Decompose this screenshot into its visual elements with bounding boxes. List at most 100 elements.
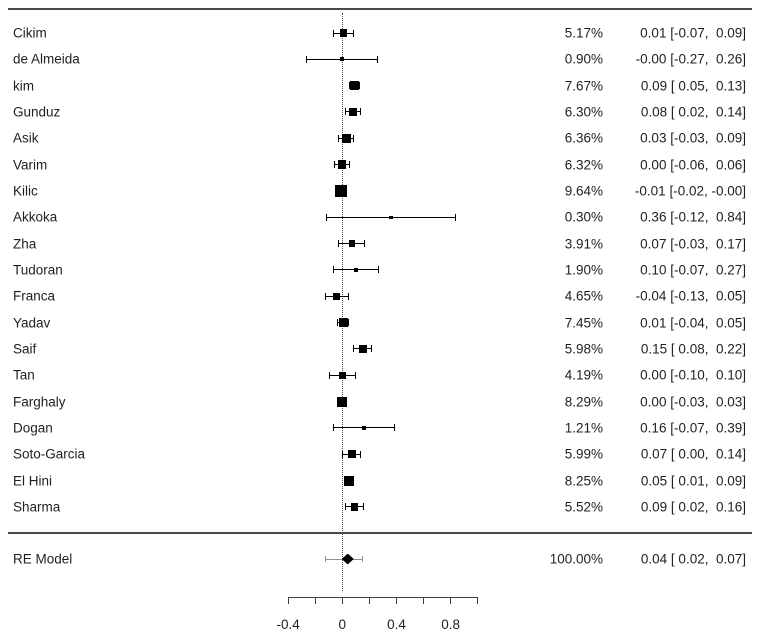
study-label: Asik — [13, 130, 39, 146]
ci-cap-right — [353, 134, 355, 142]
estimate-square — [350, 503, 359, 511]
weight-value: 6.30% — [564, 104, 603, 120]
top-rule — [8, 8, 752, 10]
study-label: Gunduz — [13, 104, 61, 120]
ci-cap-right — [348, 319, 350, 327]
estimate-annotation: 0.01 [-0.04, 0.05] — [640, 314, 746, 330]
weight-value: 4.65% — [564, 288, 603, 304]
study-label: Tudoran — [13, 262, 63, 278]
summary-diamond — [341, 553, 354, 565]
weight-value: 8.25% — [564, 472, 603, 488]
ci-cap-right — [348, 292, 350, 300]
estimate-annotation: -0.00 [-0.27, 0.26] — [635, 51, 746, 67]
estimate-square — [338, 317, 349, 328]
estimate-square — [339, 29, 348, 37]
x-axis-tick-label: 0.4 — [387, 617, 406, 632]
weight-value: 5.52% — [564, 499, 603, 515]
estimate-square — [338, 160, 347, 169]
weight-value: 5.98% — [564, 341, 603, 357]
summary-estimate-annotation: 0.04 [ 0.02, 0.07] — [640, 551, 746, 567]
prediction-interval-cap-right — [361, 556, 363, 562]
estimate-annotation: 0.10 [-0.07, 0.27] — [640, 262, 746, 278]
ci-cap-left — [353, 345, 355, 353]
estimate-square — [349, 80, 360, 91]
summary-separator-rule — [8, 532, 752, 534]
ci-cap-right — [376, 55, 378, 63]
ci-cap-right — [360, 108, 362, 116]
summary-label: RE Model — [13, 551, 73, 567]
x-axis-line — [288, 597, 478, 598]
x-axis-tick — [396, 597, 397, 604]
ci-cap-left — [332, 266, 334, 274]
estimate-square — [339, 372, 346, 379]
estimate-square — [335, 185, 347, 197]
weight-value: 0.30% — [564, 209, 603, 225]
estimate-annotation: 0.08 [ 0.02, 0.14] — [640, 104, 746, 120]
zero-reference-line — [341, 13, 343, 591]
estimate-annotation: -0.04 [-0.13, 0.05] — [635, 288, 746, 304]
study-label: kim — [13, 77, 34, 93]
study-label: Akkoka — [13, 209, 58, 225]
ci-cap-left — [338, 134, 340, 142]
estimate-annotation: 0.07 [-0.03, 0.17] — [640, 235, 746, 251]
estimate-annotation: 0.00 [-0.03, 0.03] — [640, 393, 746, 409]
estimate-annotation: 0.09 [ 0.02, 0.16] — [640, 499, 746, 515]
x-axis-tick — [314, 597, 316, 604]
weight-value: 5.99% — [564, 446, 603, 462]
study-label: Sharma — [13, 499, 61, 515]
estimate-square — [348, 107, 358, 117]
study-label: Zha — [13, 235, 37, 251]
x-axis-tick — [477, 597, 479, 604]
study-label: El Hini — [13, 472, 53, 488]
x-axis-tick-label: -0.4 — [276, 617, 300, 632]
x-axis-tick-label: 0.8 — [441, 617, 461, 632]
ci-cap-left — [345, 503, 346, 511]
x-axis-tick — [287, 597, 289, 604]
estimate-annotation: 0.36 [-0.12, 0.84] — [640, 209, 746, 225]
weight-value: 4.19% — [564, 367, 603, 383]
ci-cap-left — [342, 450, 344, 458]
weight-value: 9.64% — [564, 183, 603, 199]
ci-cap-right — [360, 450, 362, 458]
ci-cap-left — [334, 161, 336, 169]
study-label: Saif — [13, 341, 37, 357]
ci-cap-left — [324, 292, 326, 300]
ci-cap-left — [345, 108, 346, 116]
ci-cap-left — [338, 240, 340, 248]
weight-value: 7.45% — [564, 314, 603, 330]
study-label: Franca — [13, 288, 56, 304]
weight-value: 8.29% — [564, 393, 603, 409]
estimate-square — [358, 344, 367, 353]
estimate-annotation: 0.00 [-0.06, 0.06] — [640, 156, 746, 172]
estimate-square — [353, 267, 359, 273]
ci-cap-left — [349, 82, 351, 90]
estimate-square — [342, 134, 351, 143]
study-label: Dogan — [13, 420, 53, 436]
ci-cap-left — [332, 424, 334, 432]
x-axis-tick — [423, 597, 425, 604]
study-label: Cikim — [13, 25, 47, 41]
estimate-annotation: 0.09 [ 0.05, 0.13] — [640, 77, 746, 93]
x-axis-tick — [450, 597, 452, 604]
estimate-annotation: -0.01 [-0.02, -0.00] — [634, 183, 746, 199]
ci-cap-right — [371, 345, 373, 353]
estimate-square — [389, 215, 393, 219]
ci-cap-right — [358, 82, 360, 90]
ci-cap-right — [377, 266, 379, 274]
study-label: Tan — [13, 367, 35, 383]
ci-cap-right — [455, 213, 457, 221]
ci-cap-right — [354, 371, 356, 379]
estimate-square — [337, 396, 348, 407]
estimate-annotation: 0.03 [-0.03, 0.09] — [640, 130, 746, 146]
study-label: de Almeida — [13, 51, 80, 67]
ci-cap-right — [394, 424, 396, 432]
ci-cap-left — [328, 371, 330, 379]
estimate-square — [347, 450, 356, 459]
ci-cap-left — [326, 213, 328, 221]
x-axis-tick — [341, 597, 343, 604]
x-axis-tick — [368, 597, 370, 604]
estimate-square — [361, 425, 366, 430]
ci-cap-right — [362, 503, 364, 511]
study-label: Farghaly — [13, 393, 66, 409]
